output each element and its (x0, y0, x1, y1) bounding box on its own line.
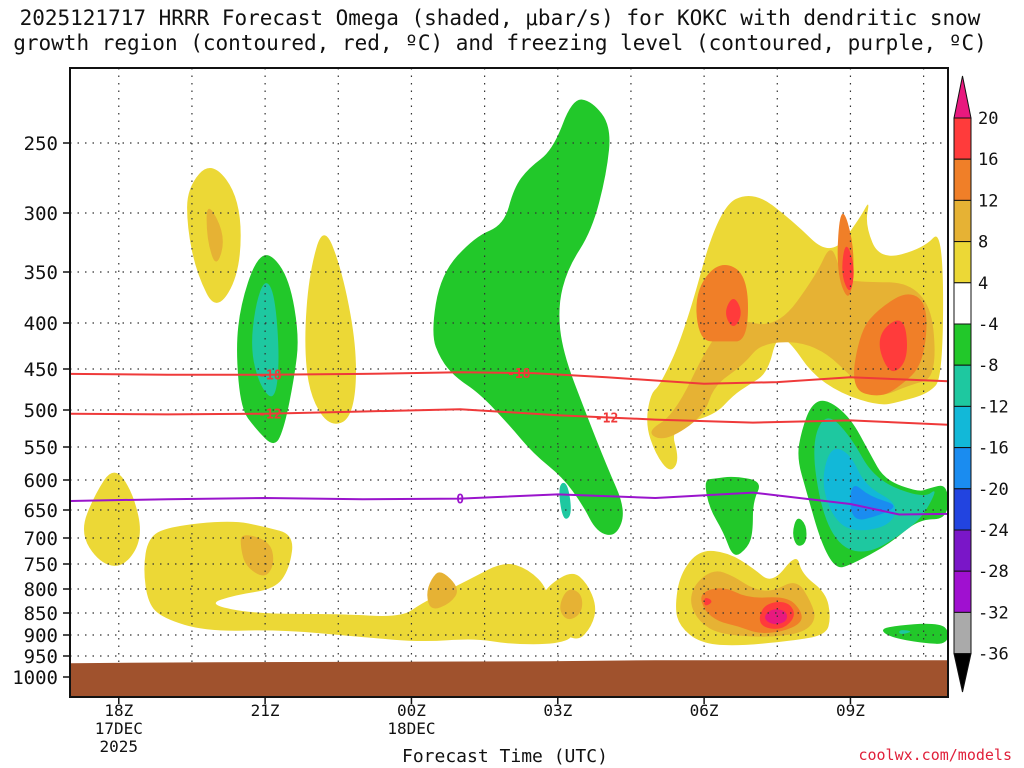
credit-link[interactable]: coolwx.com/models (858, 746, 1012, 764)
ground-terrain (70, 660, 948, 697)
omega-region-neg12 (559, 482, 571, 519)
y-tick-label-650: 650 (24, 500, 58, 522)
omega-region-8 (240, 535, 274, 576)
y-tick-label-500: 500 (24, 400, 58, 422)
colorbar-label-4: 4 (978, 274, 988, 294)
x-tick-label-2025: 2025 (100, 737, 139, 756)
omega-region-green (433, 99, 623, 535)
colorbar-bottom-triangle (953, 653, 972, 693)
ground-fill (70, 660, 948, 697)
omega-region-8 (560, 589, 583, 620)
colorbar-label-8: 8 (978, 233, 988, 253)
x-tick-label-18DEC: 18DEC (387, 719, 435, 738)
omega-region-green (882, 623, 948, 644)
omega-region-green (793, 518, 807, 546)
omega-shading (83, 99, 948, 646)
x-tick-label-21Z: 21Z (251, 701, 280, 720)
colorbar-swatch-9 (953, 447, 972, 490)
contour-label-dendritic-12: -12 (258, 408, 281, 423)
x-tick-label-00Z: 00Z (397, 701, 426, 720)
omega-region-4 (144, 521, 572, 645)
contour-dendritic-12 (70, 408, 948, 426)
colorbar-top-triangle (953, 75, 972, 119)
colorbar-swatch-2 (953, 158, 972, 201)
colorbar-label--28: -28 (978, 562, 1009, 582)
colorbar-swatch-6 (953, 323, 972, 366)
omega-region-16 (879, 320, 908, 372)
contour-label-dendritic-12: -12 (595, 411, 618, 426)
x-tick-label-18Z: 18Z (104, 701, 133, 720)
contour-label-dendritic-18: -18 (258, 369, 282, 384)
colorbar-swatch-3 (953, 199, 972, 243)
colorbar-swatch-5 (953, 282, 972, 325)
omega-region-neg12 (252, 283, 279, 397)
colorbar-label-12: 12 (978, 191, 998, 211)
plot-frame (69, 67, 949, 698)
omega-region-4 (305, 235, 356, 424)
contour-label-freezing-level: 0 (456, 493, 464, 508)
title-line-2: growth region (contoured, red, ºC) and f… (13, 31, 987, 55)
x-tick-label-06Z: 06Z (690, 701, 719, 720)
y-tick-label-800: 800 (24, 579, 58, 601)
contour-freezing-level (70, 491, 948, 516)
y-tick-label-900: 900 (24, 625, 58, 647)
title-line-1: 2025121717 HRRR Forecast Omega (shaded, … (19, 6, 981, 30)
colorbar-swatch-8 (953, 405, 972, 449)
colorbar-swatch-10 (953, 488, 972, 531)
y-tick-label-700: 700 (24, 528, 58, 550)
y-tick-label-550: 550 (24, 437, 58, 459)
colorbar-label--20: -20 (978, 480, 1009, 500)
y-tick-label-950: 950 (24, 646, 58, 668)
x-tick-label-09Z: 09Z (836, 701, 865, 720)
y-tick-label-600: 600 (24, 470, 58, 492)
colorbar-label--8: -8 (978, 356, 998, 376)
omega-region-8 (206, 208, 223, 262)
y-tick-label-850: 850 (24, 603, 58, 625)
omega-region-green (705, 476, 759, 555)
colorbar: 20 16 12 8 4 -4 -8 -12 -16 -20 -24 -28 -32 -36 (953, 75, 1009, 693)
y-tick-label-400: 400 (24, 313, 58, 335)
colorbar-label--36: -36 (978, 645, 1009, 665)
omega-region-neg12 (899, 630, 911, 634)
y-tick-label-450: 450 (24, 359, 58, 381)
contour-dendritic-18 (70, 371, 948, 385)
colorbar-swatch-4 (953, 241, 972, 284)
omega-region-8 (427, 572, 457, 609)
colorbar-label--16: -16 (978, 439, 1009, 459)
chart-title: 2025121717 HRRR Forecast Omega (shaded, … (0, 6, 1000, 56)
x-tick-label-03Z: 03Z (543, 701, 572, 720)
temperature-contours: -18 -18 -12 -12 0 (70, 367, 948, 516)
y-tick-label-250: 250 (24, 133, 58, 155)
omega-region-16 (704, 597, 712, 606)
omega-region-16 (726, 299, 741, 326)
colorbar-label--24: -24 (978, 521, 1009, 541)
x-axis-title: Forecast Time (UTC) (402, 746, 608, 767)
colorbar-label--4: -4 (978, 315, 998, 335)
y-tick-label-750: 750 (24, 554, 58, 576)
contour-label-dendritic-18: -18 (507, 367, 531, 382)
y-tick-label-350: 350 (24, 262, 58, 284)
colorbar-swatch-11 (953, 529, 972, 572)
colorbar-label--32: -32 (978, 603, 1009, 623)
colorbar-label-20: 20 (978, 109, 998, 129)
colorbar-swatch-13 (953, 611, 972, 655)
colorbar-label-16: 16 (978, 150, 998, 170)
x-tick-label-17DEC: 17DEC (95, 719, 143, 738)
colorbar-swatch-1 (953, 117, 972, 160)
y-axis: 2503003504004505005506006507007508008509… (12, 133, 70, 689)
colorbar-swatch-7 (953, 364, 972, 407)
omega-region-20 (765, 609, 787, 625)
colorbar-swatch-12 (953, 570, 972, 613)
omega-region-4 (83, 472, 140, 566)
y-tick-label-1000: 1000 (12, 667, 58, 689)
y-tick-label-300: 300 (24, 203, 58, 225)
omega-region-8 (651, 250, 935, 439)
colorbar-label--12: -12 (978, 397, 1009, 417)
